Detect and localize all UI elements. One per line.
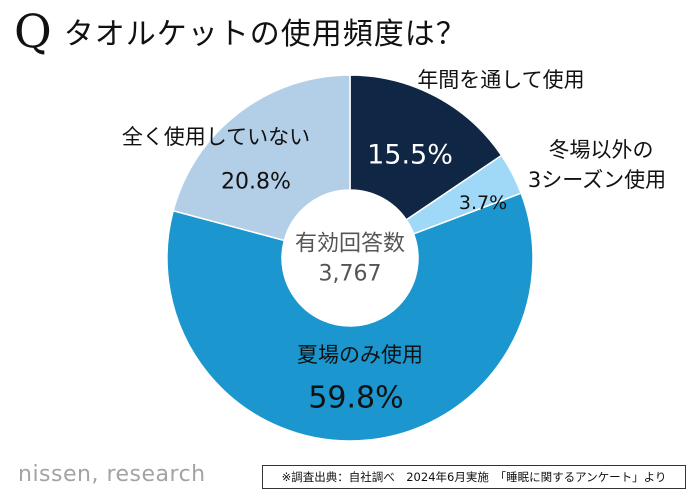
category-label-1-1: 3シーズン使用 [528, 168, 666, 192]
center-label: 有効回答数 [295, 232, 405, 257]
chart-header: Q タオルケットの使用頻度は？ [14, 8, 467, 54]
q-mark: Q [14, 4, 52, 58]
slice-2 [166, 192, 534, 442]
labels-group: 有効回答数 3,767 15.5% 3.7% 59.8% 20.8% 年間を通して使用冬場以… [122, 68, 666, 416]
value-label-3: 20.8% [221, 170, 291, 195]
brand-logo: nissen, research [18, 462, 206, 487]
center-value: 3,767 [319, 262, 382, 287]
category-label-0-0: 年間を通して使用 [417, 68, 584, 92]
category-label-3-0: 全く使用していない [122, 125, 310, 149]
value-label-2: 59.8% [308, 381, 403, 416]
category-label-2-0: 夏場のみ使用 [297, 343, 423, 367]
chart-title: タオルケットの使用頻度は？ [63, 17, 467, 52]
source-note: ※調査出典：自社調べ 2024年6月実施 「睡眠に関するアンケート」より [262, 465, 686, 489]
value-label-0: 15.5% [367, 140, 453, 171]
category-label-1-0: 冬場以外の [549, 138, 654, 162]
value-label-1: 3.7% [459, 192, 507, 214]
slice-3 [172, 74, 351, 242]
slice-0 [349, 74, 503, 221]
slices-group [166, 74, 534, 442]
